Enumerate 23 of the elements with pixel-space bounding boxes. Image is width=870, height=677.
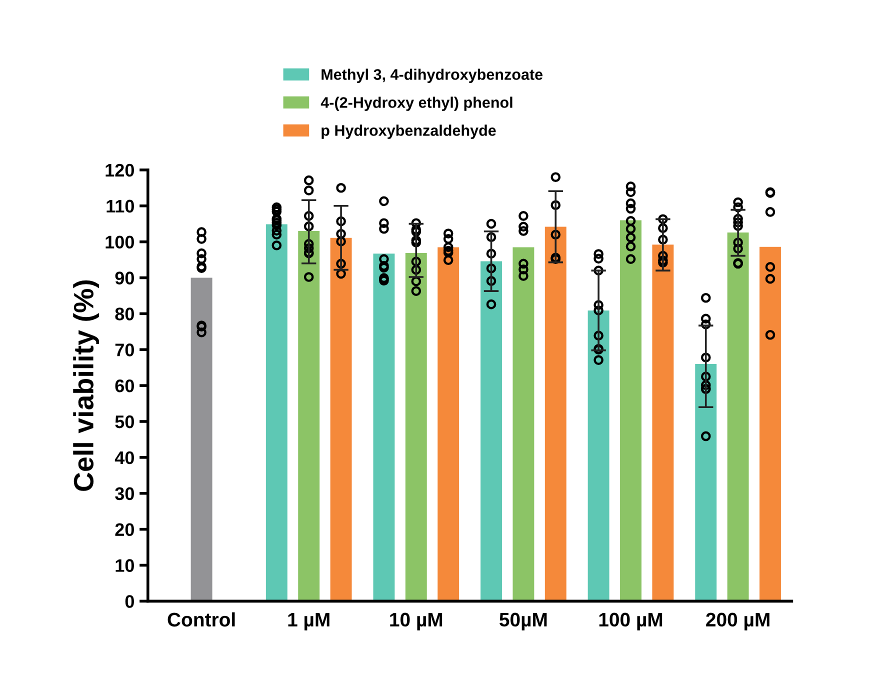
x-tick-label: 1 µM	[288, 612, 330, 630]
y-tick-label: 60	[115, 379, 134, 392]
y-tick-label: 120	[106, 164, 134, 177]
legend-label: 4-(2-Hydroxy ethyl) phenol	[320, 96, 512, 111]
y-tick-label: 90	[115, 272, 134, 284]
y-tick-label: 0	[125, 595, 134, 608]
y-tick-label: 80	[115, 308, 134, 320]
legend-label: Methyl 3, 4-dihydroxybenzoate	[322, 68, 543, 83]
x-tick-label: Control	[168, 612, 235, 627]
x-tick-label: 200 µM	[706, 612, 770, 630]
x-tick-label: 100 µM	[599, 612, 662, 630]
y-tick-label: 100	[106, 236, 134, 249]
y-tick-label: 20	[115, 523, 134, 536]
y-tick-label: 50	[115, 415, 134, 428]
legend-label: p Hydroxybenzaldehyde	[322, 124, 496, 139]
y-tick-label: 10	[116, 559, 134, 572]
x-tick-label: 10 µM	[390, 612, 442, 630]
y-tick-label: 30	[115, 487, 134, 500]
y-tick-label: 110	[106, 200, 134, 213]
y-axis-title: Cell viability (%)	[73, 280, 100, 491]
y-tick-label: 40	[114, 451, 134, 464]
x-tick-label: 50µM	[500, 612, 547, 630]
y-tick-label: 70	[115, 344, 134, 356]
